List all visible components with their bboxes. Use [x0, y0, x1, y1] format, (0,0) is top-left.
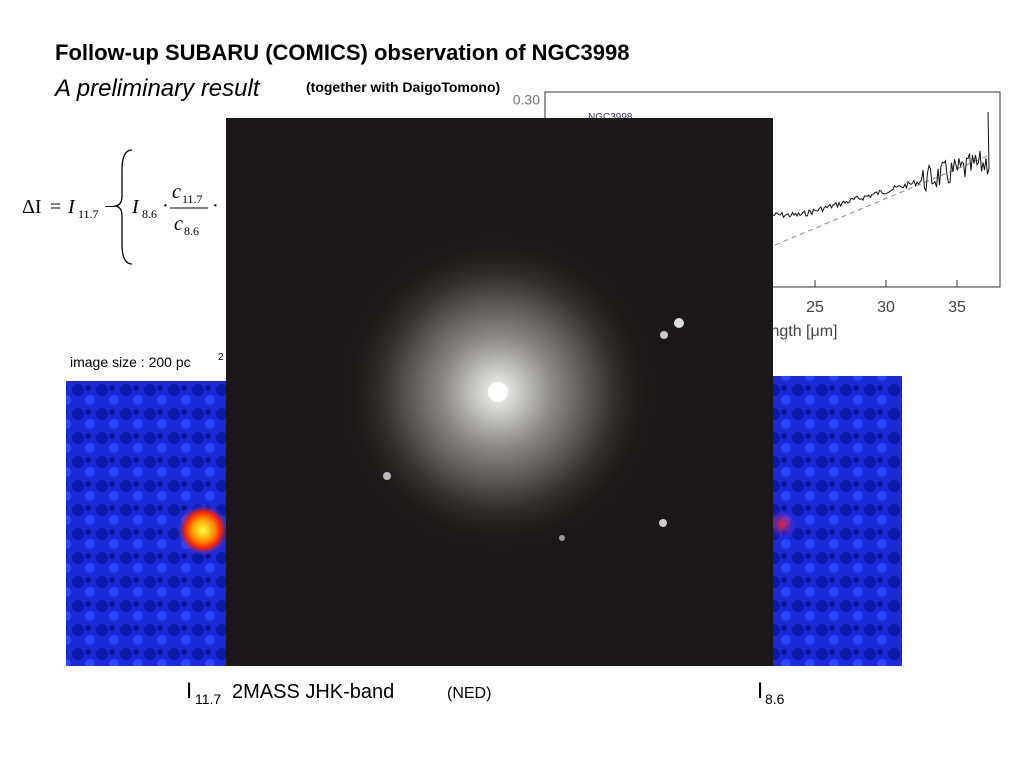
legend-label: NGC3998 [588, 112, 633, 123]
formula-sub: 11.7 [182, 192, 203, 206]
image-note-sup: 2 [218, 352, 224, 363]
formula-sub: 8.6 [142, 207, 157, 221]
image-note: image size : 200 pc [70, 354, 191, 370]
x-tick-label: 30 [877, 299, 895, 316]
source-blob [766, 508, 798, 540]
star [383, 472, 391, 480]
star [659, 519, 667, 527]
star [559, 535, 565, 541]
fit-line [774, 154, 991, 246]
formula-sub: 11.7 [78, 207, 99, 221]
star [674, 318, 684, 328]
nir-image [226, 118, 773, 666]
credit: (together with DaigoTomono) [306, 79, 500, 95]
formula-term: c [174, 213, 183, 235]
formula-eq: = [50, 196, 61, 218]
caption-right-sub: 8.6 [765, 691, 785, 707]
formula: ΔI = I 11.7 − I 8.6 · c 11.7 c 8.6 · [22, 149, 219, 265]
caption-left: I [186, 678, 192, 703]
subtitle: A preliminary result [53, 75, 261, 102]
caption-right: I [757, 678, 763, 703]
formula-term: I [67, 196, 76, 218]
spectrum-line [772, 111, 990, 219]
formula-term: c [172, 181, 181, 203]
nucleus [488, 382, 508, 402]
x-axis-label: length [μm] [758, 323, 837, 340]
caption-center: 2MASS JHK-band [232, 681, 394, 703]
x-tick-label: 35 [948, 299, 966, 316]
formula-sub: 8.6 [184, 224, 199, 238]
formula-term: I [131, 196, 140, 218]
formula-lhs: ΔI [22, 196, 42, 218]
caption-left-sub: 11.7 [195, 691, 221, 707]
formula-op: · [162, 195, 169, 217]
source-blob [177, 504, 229, 556]
y-tick-label: 0.30 [513, 92, 540, 108]
star [660, 331, 668, 339]
caption-center-note: (NED) [447, 685, 491, 702]
formula-op: · [212, 195, 219, 217]
title: Follow-up SUBARU (COMICS) observation of… [55, 40, 629, 65]
formula-op: − [104, 196, 115, 218]
brace [113, 149, 133, 265]
x-tick-label: 25 [806, 299, 824, 316]
